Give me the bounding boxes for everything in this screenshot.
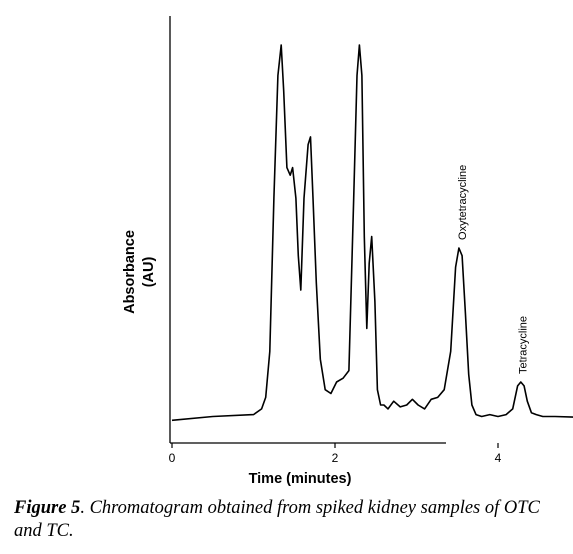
x-tick-label: 2 — [332, 451, 339, 465]
x-tick-label: 0 — [169, 451, 176, 465]
figure-label: Figure 5 — [14, 498, 81, 518]
figure-caption: Figure 5. Chromatogram obtained from spi… — [14, 497, 566, 543]
y-axis-label-line1: Absorbance — [122, 230, 138, 314]
y-axis-label: Absorbance (AU) — [122, 230, 157, 314]
figure-caption-text: . Chromatogram obtained from spiked kidn… — [14, 498, 540, 541]
x-axis-label: Time (minutes) — [249, 471, 352, 487]
chromatogram-trace — [171, 44, 573, 422]
x-axis-ticks: 0246 — [169, 443, 502, 465]
peak-annotations: Oxytetracycline Tetracycline — [457, 165, 529, 374]
peak-annotation-label: Oxytetracycline — [457, 165, 469, 240]
peak-annotation-label: Tetracycline — [517, 316, 529, 374]
y-axis-label-line2: (AU) — [141, 257, 157, 288]
x-tick-label: 4 — [495, 451, 502, 465]
